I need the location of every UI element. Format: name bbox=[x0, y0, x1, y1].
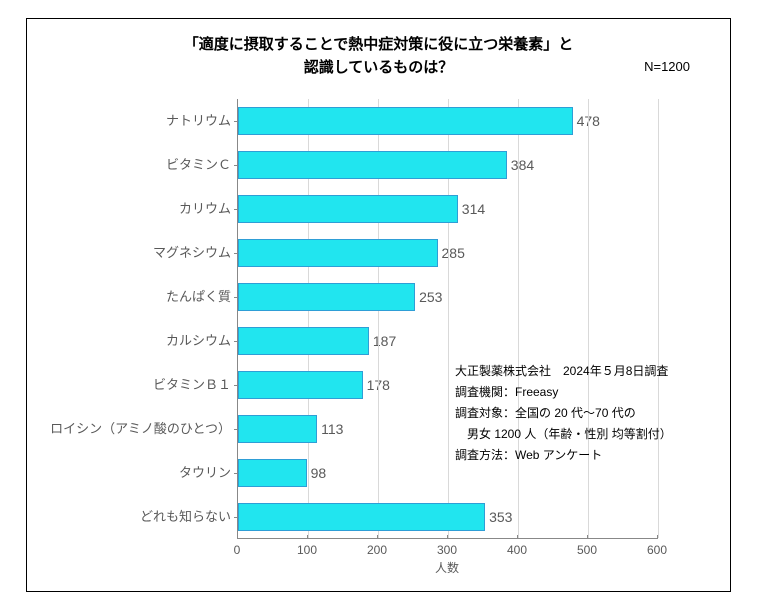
chart-title-line1: 「適度に摂取することで熱中症対策に役に立つ栄養素」と bbox=[27, 33, 730, 56]
x-tick-mark bbox=[447, 535, 448, 539]
sample-size-label: N=1200 bbox=[644, 59, 690, 74]
bar-value-label: 353 bbox=[485, 503, 512, 531]
x-tick-label: 300 bbox=[437, 543, 457, 557]
survey-info-box: 大正製薬株式会社 2024年５月8日調査 調査機関：Freeasy 調査対象：全… bbox=[455, 361, 725, 466]
info-line: 大正製薬株式会社 2024年５月8日調査 bbox=[455, 361, 725, 382]
bar-value-label: 187 bbox=[369, 327, 396, 355]
chart-title: 「適度に摂取することで熱中症対策に役に立つ栄養素」と 認識しているものは？ bbox=[27, 19, 730, 80]
chart-title-line2: 認識しているものは？ bbox=[27, 56, 730, 79]
y-category-label: たんぱく質 bbox=[31, 283, 231, 311]
x-axis-title: 人数 bbox=[237, 559, 657, 576]
bar bbox=[238, 283, 415, 311]
bar bbox=[238, 195, 458, 223]
bar-value-label: 253 bbox=[415, 283, 442, 311]
info-line: 調査方法：Web アンケート bbox=[455, 445, 725, 466]
chart-viewport: 「適度に摂取することで熱中症対策に役に立つ栄養素」と 認識しているものは？ N=… bbox=[0, 0, 757, 602]
bar bbox=[238, 415, 317, 443]
gridline-v bbox=[588, 99, 589, 538]
gridline-v bbox=[518, 99, 519, 538]
gridline-v bbox=[658, 99, 659, 538]
y-category-label: ビタミンＢ１ bbox=[31, 371, 231, 399]
bar bbox=[238, 151, 507, 179]
x-tick-label: 200 bbox=[367, 543, 387, 557]
y-category-label: タウリン bbox=[31, 459, 231, 487]
bar-value-label: 285 bbox=[438, 239, 465, 267]
x-tick-mark bbox=[587, 535, 588, 539]
bar-value-label: 178 bbox=[363, 371, 390, 399]
bar-value-label: 98 bbox=[307, 459, 327, 487]
chart-frame: 「適度に摂取することで熱中症対策に役に立つ栄養素」と 認識しているものは？ N=… bbox=[26, 18, 731, 592]
x-tick-mark bbox=[517, 535, 518, 539]
x-tick-mark bbox=[377, 535, 378, 539]
x-tick-label: 400 bbox=[507, 543, 527, 557]
x-tick-label: 600 bbox=[647, 543, 667, 557]
info-line: 男女 1200 人（年齢・性別 均等割付） bbox=[455, 424, 725, 445]
bar bbox=[238, 459, 307, 487]
info-line: 調査対象：全国の 20 代～70 代の bbox=[455, 403, 725, 424]
y-category-label: どれも知らない bbox=[31, 503, 231, 531]
bar bbox=[238, 327, 369, 355]
y-category-label: マグネシウム bbox=[31, 239, 231, 267]
bar-value-label: 113 bbox=[317, 415, 343, 443]
x-tick-mark bbox=[237, 535, 238, 539]
bar bbox=[238, 371, 363, 399]
y-category-label: ナトリウム bbox=[31, 107, 231, 135]
x-tick-mark bbox=[307, 535, 308, 539]
bar-value-label: 314 bbox=[458, 195, 485, 223]
bar bbox=[238, 107, 573, 135]
x-tick-label: 0 bbox=[234, 543, 241, 557]
y-category-label: ロイシン（アミノ酸のひとつ） bbox=[31, 415, 231, 443]
y-category-label: ビタミンＣ bbox=[31, 151, 231, 179]
y-category-labels: ナトリウムビタミンＣ カリウムマグネシウムたんぱく質カルシウムビタミンＢ１ ロイシン… bbox=[27, 99, 237, 539]
bar bbox=[238, 239, 438, 267]
y-category-label: カリウム bbox=[31, 195, 231, 223]
bar bbox=[238, 503, 485, 531]
y-category-label: カルシウム bbox=[31, 327, 231, 355]
bar-value-label: 384 bbox=[507, 151, 534, 179]
x-tick-mark bbox=[657, 535, 658, 539]
info-line: 調査機関：Freeasy bbox=[455, 382, 725, 403]
plot-area: 478 384 314 285 253 187 178 113 98 353 bbox=[237, 99, 657, 539]
x-tick-label: 100 bbox=[297, 543, 317, 557]
x-tick-label: 500 bbox=[577, 543, 597, 557]
bar-value-label: 478 bbox=[573, 107, 600, 135]
